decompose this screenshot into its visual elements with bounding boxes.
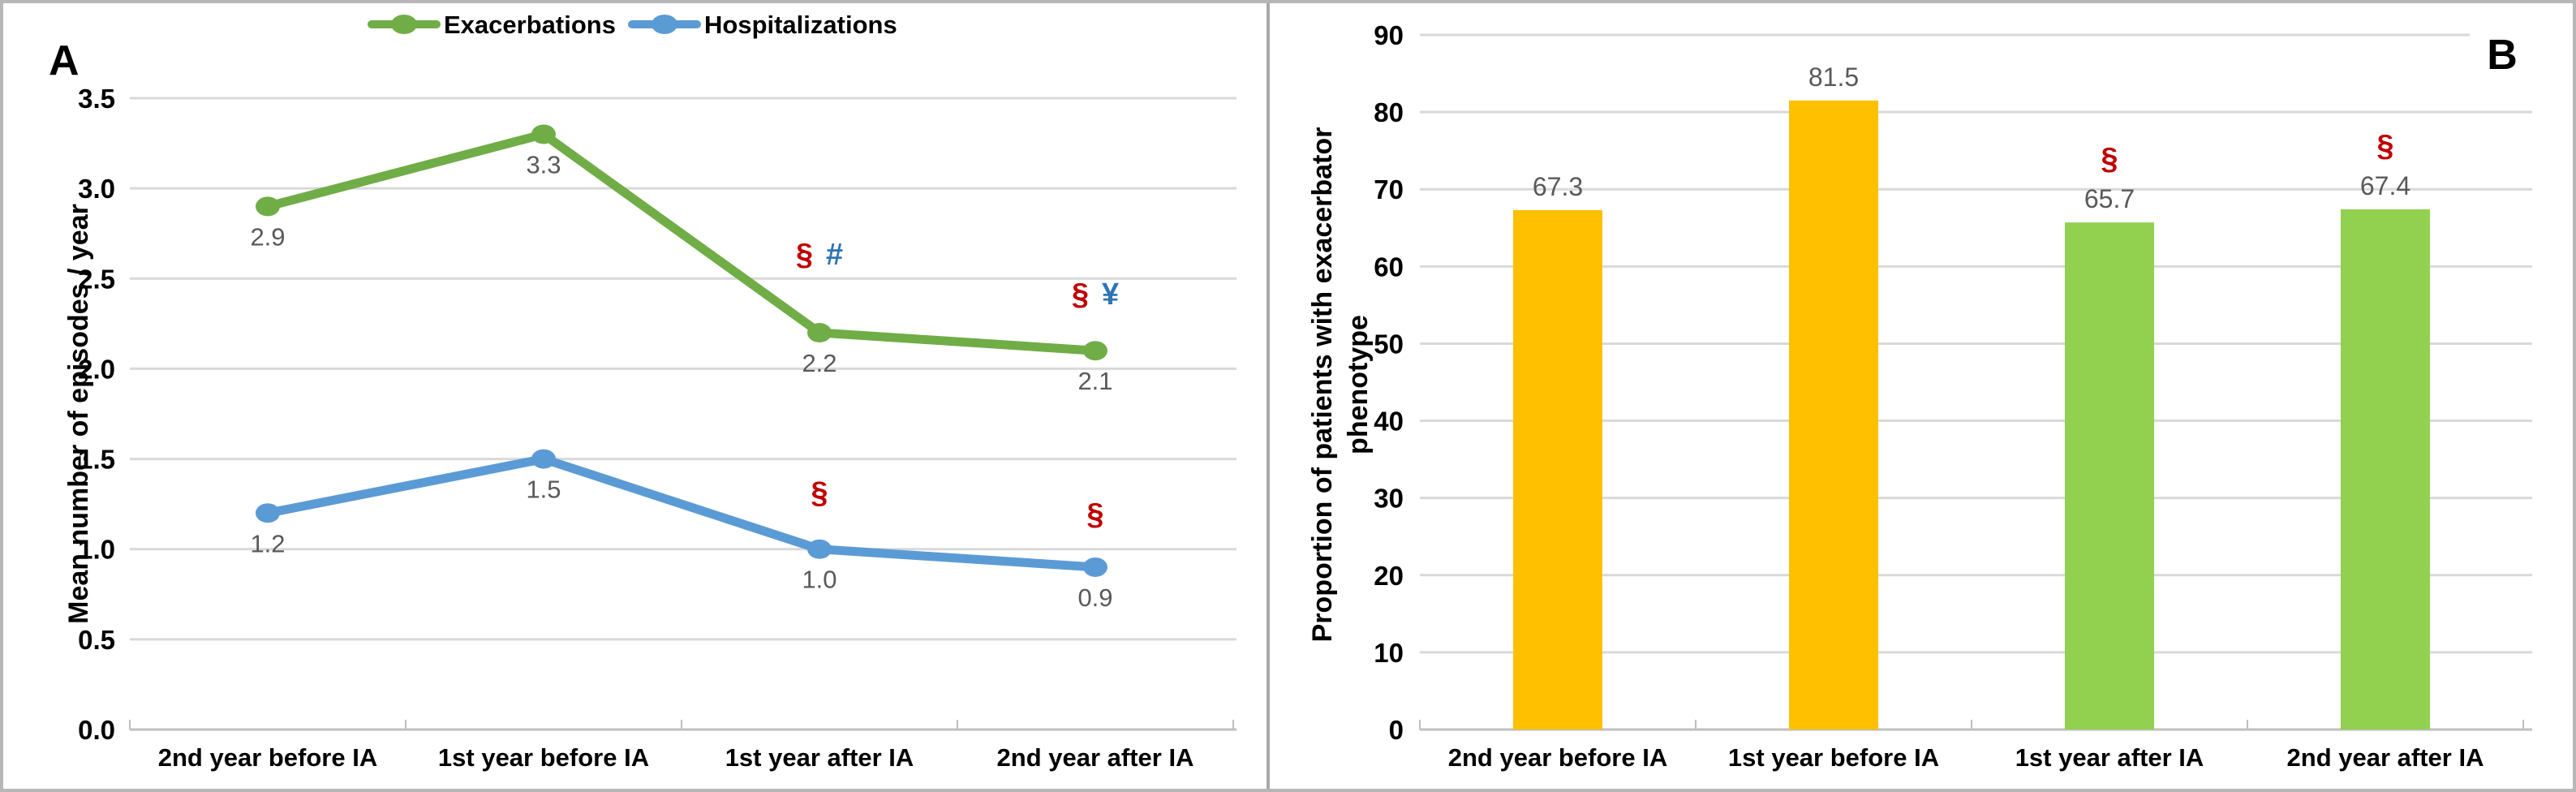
y-tick-label: 80 bbox=[1374, 97, 1404, 127]
y-tick-label: 2.0 bbox=[78, 354, 115, 384]
x-axis-label: 2nd year before IA bbox=[158, 743, 377, 772]
significance-annotation: § # bbox=[796, 238, 843, 272]
x-axis-label: 1st year before IA bbox=[438, 743, 649, 772]
significance-symbol: § bbox=[1086, 497, 1103, 532]
panel-a-line-chart: 0.0 0.5 1.0 1.5 2.0 2.5 3.0 3.5 2nd year before … bbox=[0, 0, 1266, 792]
data-point-marker bbox=[256, 503, 280, 523]
y-tick-label: 3.0 bbox=[78, 174, 115, 204]
bar-value-label: 81.5 bbox=[1808, 62, 1859, 92]
data-point-marker bbox=[1083, 557, 1107, 577]
panel-label-a: A bbox=[49, 37, 80, 84]
y-tick-label: 1.5 bbox=[78, 445, 115, 475]
data-point-label: 2.1 bbox=[1077, 367, 1112, 395]
y-axis-title: Mean number of episodes / year bbox=[63, 204, 94, 624]
significance-symbol: § bbox=[811, 476, 828, 510]
bar-chart-svg: 0 10 20 30 40 50 60 70 80 90 2nd year before IA 1st… bbox=[1307, 20, 2535, 772]
series-line-exacerbations bbox=[263, 129, 1100, 355]
significance-symbol: ¥ bbox=[1102, 278, 1119, 312]
significance-annotation: § bbox=[2101, 142, 2118, 176]
y-tick-label: 40 bbox=[1374, 407, 1404, 437]
y-tick-label: 3.5 bbox=[78, 84, 115, 114]
panel-label-background bbox=[2470, 30, 2535, 79]
data-point-label: 1.5 bbox=[526, 476, 561, 504]
panel-divider bbox=[1266, 3, 1270, 789]
y-tick-label: 2.5 bbox=[78, 264, 115, 294]
data-point-marker bbox=[807, 539, 832, 559]
y-tick-label: 1.0 bbox=[78, 535, 115, 565]
significance-annotation: § bbox=[1086, 497, 1103, 532]
y-tick-label: 0 bbox=[1389, 715, 1404, 745]
bar bbox=[2341, 209, 2430, 730]
data-point-marker bbox=[256, 196, 280, 217]
legend-marker-dot bbox=[652, 15, 677, 34]
significance-symbol: § bbox=[796, 238, 813, 272]
data-point-label: 3.3 bbox=[526, 150, 561, 179]
x-axis-label: 1st year before IA bbox=[1728, 743, 1939, 772]
data-point-marker bbox=[807, 322, 832, 342]
y-tick-label: 60 bbox=[1374, 252, 1404, 282]
data-point-marker bbox=[531, 124, 556, 144]
data-point-label: 0.9 bbox=[1077, 583, 1112, 612]
significance-symbol: § bbox=[1072, 278, 1089, 312]
y-tick-label: 30 bbox=[1374, 484, 1404, 514]
y-tick-label: 0.5 bbox=[78, 625, 115, 655]
significance-annotation: § ¥ bbox=[1072, 278, 1119, 312]
x-axis-label: 2nd year before IA bbox=[1448, 743, 1667, 772]
bar bbox=[1789, 100, 1878, 730]
bar-value-label: 67.4 bbox=[2360, 171, 2410, 200]
data-point-label: 2.9 bbox=[250, 222, 285, 251]
y-tick-label: 0.0 bbox=[78, 715, 115, 745]
x-axis-label: 2nd year after IA bbox=[2287, 743, 2484, 772]
x-axis-label: 2nd year after IA bbox=[997, 743, 1194, 772]
y-tick-label: 70 bbox=[1374, 174, 1404, 204]
panel-b-bar-chart: 0 10 20 30 40 50 60 70 80 90 2nd year before IA 1st… bbox=[1270, 0, 2576, 792]
legend-label: Hospitalizations bbox=[704, 11, 897, 39]
series-line-hospitalizations bbox=[263, 454, 1100, 572]
legend-label: Exacerbations bbox=[444, 11, 616, 39]
data-point-label: 1.0 bbox=[802, 566, 836, 594]
y-tick-label: 10 bbox=[1374, 638, 1404, 668]
significance-annotation: § bbox=[811, 476, 828, 510]
data-point-label: 1.2 bbox=[250, 529, 285, 557]
x-axis-label: 1st year after IA bbox=[2015, 743, 2204, 772]
data-point-marker bbox=[531, 449, 556, 469]
data-point-label: 2.2 bbox=[802, 349, 836, 377]
y-tick-label: 50 bbox=[1374, 329, 1404, 359]
y-tick-label: 90 bbox=[1374, 20, 1404, 50]
bar bbox=[2065, 222, 2154, 730]
y-axis-title-line: phenotype bbox=[1343, 315, 1374, 454]
bar bbox=[1513, 209, 1602, 730]
x-axis-label: 1st year after IA bbox=[725, 743, 914, 772]
significance-symbol: # bbox=[826, 238, 843, 272]
y-tick-label: 20 bbox=[1374, 561, 1404, 591]
legend-marker-dot bbox=[391, 15, 417, 34]
line-chart-svg: 0.0 0.5 1.0 1.5 2.0 2.5 3.0 3.5 2nd year before … bbox=[49, 11, 1236, 772]
panel-label-b: B bbox=[2487, 32, 2518, 79]
data-point-marker bbox=[1083, 341, 1107, 361]
significance-annotation: § bbox=[2376, 129, 2393, 163]
bar-value-label: 67.3 bbox=[1533, 172, 1583, 201]
y-axis-title-line: Proportion of patients with exacerbator bbox=[1307, 127, 1338, 643]
bar-value-label: 65.7 bbox=[2084, 184, 2135, 213]
